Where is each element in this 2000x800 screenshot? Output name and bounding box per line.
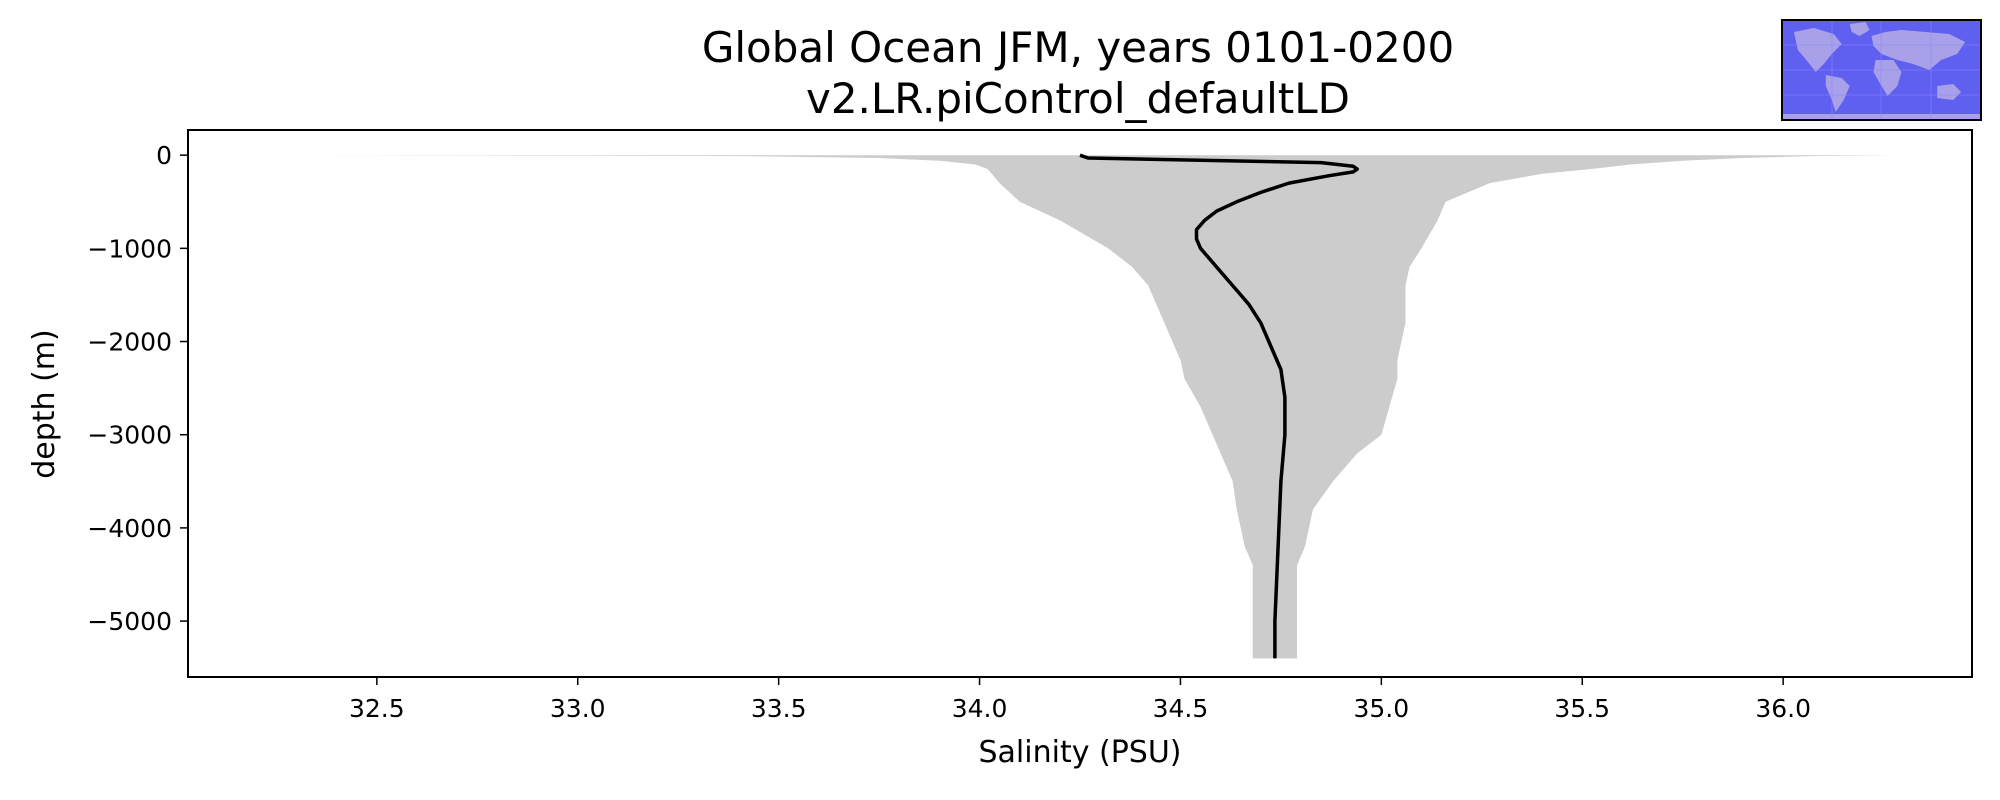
x-tick-label: 36.0 xyxy=(1755,694,1811,723)
chart-title-line-1: Global Ocean JFM, years 0101-0200 xyxy=(702,23,1454,72)
inset-map-gridlines xyxy=(1782,20,1981,120)
inset-map-landmass xyxy=(1937,84,1962,100)
x-tick-label: 35.0 xyxy=(1354,694,1410,723)
x-tick-label: 32.5 xyxy=(349,694,405,723)
x-tick-label: 34.5 xyxy=(1153,694,1209,723)
mean-salinity-profile-line xyxy=(1079,153,1359,659)
y-tick-label: −3000 xyxy=(87,421,172,450)
chart-title-line-2: v2.LR.piControl_defaultLD xyxy=(806,74,1350,123)
x-axis: 32.5 33.0 33.5 34.0 34.5 35.0 35.5 36.0 xyxy=(349,677,1811,723)
inset-map-landmass xyxy=(1873,60,1902,96)
inset-map xyxy=(1781,19,1982,121)
plot-area xyxy=(268,153,1896,659)
y-axis: 0 −1000 −2000 −3000 −4000 −5000 xyxy=(87,141,188,636)
inset-map-landmass xyxy=(1871,30,1966,70)
y-tick-label: −2000 xyxy=(87,328,172,357)
x-tick-label: 34.0 xyxy=(952,694,1008,723)
inset-map-landmass xyxy=(1849,22,1870,36)
y-tick-label: 0 xyxy=(156,141,172,170)
inset-map-frame xyxy=(1781,19,1982,121)
salinity-range-band xyxy=(268,155,1896,659)
x-axis-label: Salinity (PSU) xyxy=(979,735,1182,770)
x-tick-label: 35.5 xyxy=(1554,694,1610,723)
x-tick-label: 33.5 xyxy=(751,694,807,723)
y-tick-label: −4000 xyxy=(87,514,172,543)
plot-frame xyxy=(187,129,1973,678)
inset-map-landmass xyxy=(1793,28,1842,72)
y-tick-label: −5000 xyxy=(87,607,172,636)
y-axis-label: depth (m) xyxy=(27,329,62,479)
y-tick-label: −1000 xyxy=(87,234,172,263)
x-tick-label: 33.0 xyxy=(550,694,606,723)
